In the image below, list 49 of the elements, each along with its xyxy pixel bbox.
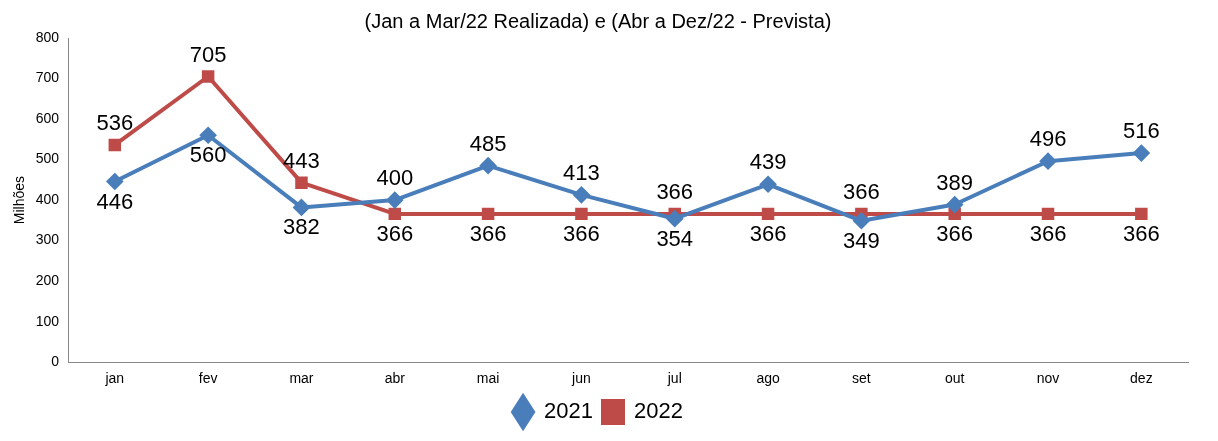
x-tick-label: mai: [476, 370, 500, 387]
x-tick-label: set: [852, 370, 871, 387]
data-label: 366: [656, 178, 694, 204]
data-label: 366: [1029, 220, 1067, 246]
data-label: 389: [936, 169, 974, 195]
y-tick-label: 300: [35, 231, 60, 248]
data-label: 413: [563, 159, 600, 185]
data-label: 349: [843, 227, 880, 253]
y-tick-label: 400: [35, 190, 60, 207]
data-label: 400: [376, 165, 414, 191]
data-label: 366: [563, 220, 600, 246]
y-tick-label: 200: [35, 272, 60, 289]
data-label: 443: [283, 147, 320, 173]
data-label: 354: [656, 225, 694, 251]
data-label: 446: [96, 188, 134, 214]
data-label: 536: [96, 110, 134, 136]
data-label: 516: [1122, 118, 1160, 144]
legend-label: 2022: [634, 398, 683, 424]
x-tick-label: fev: [198, 370, 218, 387]
y-tick-label: 700: [35, 69, 60, 86]
y-tick-label: 0: [51, 353, 60, 370]
legend-label: 2021: [544, 398, 594, 424]
x-tick-label: abr: [384, 370, 406, 387]
data-label: 366: [1122, 220, 1160, 246]
data-label: 366: [843, 178, 880, 204]
data-label: 366: [376, 220, 414, 246]
data-label: 485: [469, 130, 507, 156]
y-tick-label: 100: [35, 312, 60, 329]
x-tick-label: jul: [666, 370, 682, 387]
chart-title: (Jan a Mar/22 Realizada) e (Abr a Dez/22 - Prevista): [364, 9, 832, 32]
data-label: 560: [189, 142, 227, 168]
x-tick-label: ago: [756, 370, 780, 387]
x-tick-label: dez: [1130, 370, 1153, 387]
x-tick-label: out: [944, 370, 965, 387]
data-label: 366: [936, 220, 974, 246]
y-tick-label: 800: [35, 28, 60, 45]
y-axis-title: Milhões: [11, 175, 28, 225]
data-label: 366: [469, 220, 507, 246]
x-tick-label: mar: [289, 370, 314, 387]
data-label: 705: [189, 41, 227, 67]
x-tick-label: nov: [1036, 370, 1060, 387]
data-label: 496: [1029, 126, 1067, 152]
y-tick-label: 500: [35, 150, 60, 167]
x-tick-label: jan: [104, 370, 125, 387]
data-label: 439: [749, 149, 787, 175]
data-label: 366: [749, 220, 787, 246]
x-tick-label: jun: [571, 370, 591, 387]
data-label: 382: [283, 214, 320, 240]
y-tick-label: 600: [35, 109, 60, 126]
